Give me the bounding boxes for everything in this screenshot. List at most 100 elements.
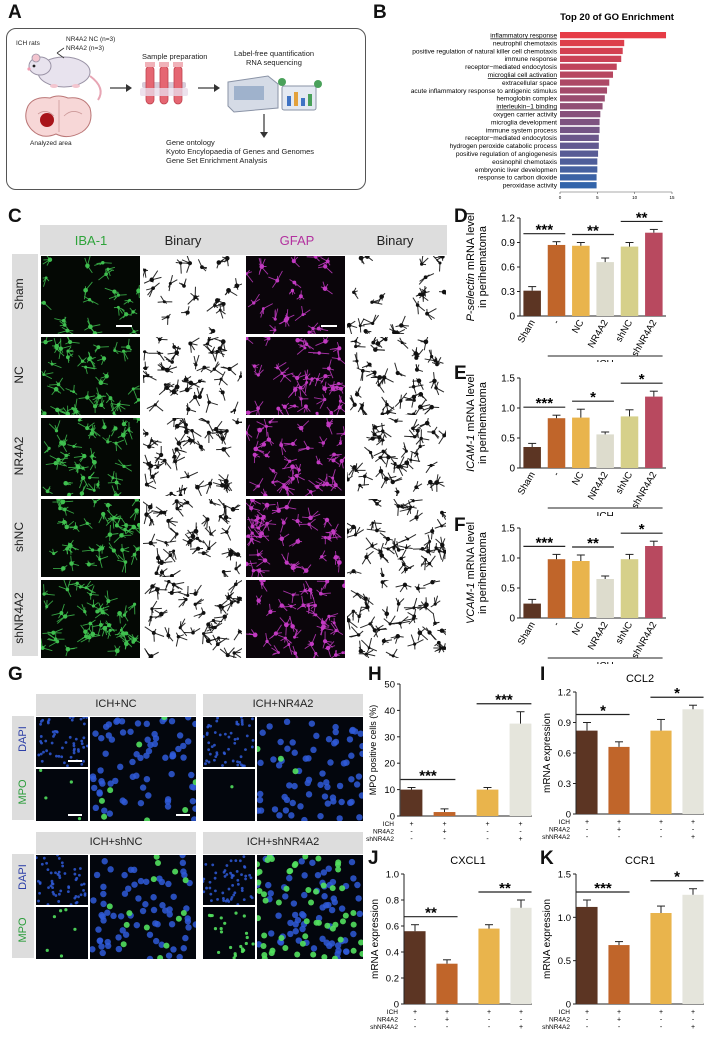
condition-label: shNR4A2 <box>370 1024 398 1031</box>
y-tick-label: 0.5 <box>558 956 571 967</box>
go-term-label: interleukin−1 binding <box>496 104 557 111</box>
condition-mark: - <box>586 834 589 841</box>
bar <box>650 730 672 814</box>
sig-stars: * <box>674 869 680 886</box>
kegg-label: Kyoto Encylopaedia of Genes and Genomes <box>166 147 315 156</box>
ich-shnr4a2-title: ICH+shNR4A2 <box>246 836 320 848</box>
bar <box>476 789 499 816</box>
go-x-tick-label: 15 <box>669 195 675 200</box>
condition-mark: - <box>519 829 522 836</box>
g-header-left-top <box>36 694 196 716</box>
row-label: Sham <box>12 278 26 310</box>
g-header-left-bottom <box>36 832 196 854</box>
condition-label: ICH <box>559 819 571 826</box>
y-tick-label: 1.5 <box>558 870 571 881</box>
arrow-icon <box>110 84 268 138</box>
sig-stars: * <box>639 371 645 388</box>
condition-mark: - <box>486 829 489 836</box>
go-bar <box>560 134 599 141</box>
condition-mark: - <box>446 1024 449 1031</box>
y-tick-label: 0.9 <box>558 718 571 729</box>
cell-texture <box>246 337 345 415</box>
go-bar <box>560 39 625 47</box>
cell-texture <box>203 717 255 767</box>
binary-image <box>347 499 446 577</box>
cell-texture <box>143 418 242 496</box>
go-chart-title: Top 20 of GO Enrichment <box>560 12 675 23</box>
mpo-image <box>36 907 88 959</box>
mpo-image <box>203 907 255 959</box>
y-axis-label: VCAM-1 mRNA level <box>465 522 477 624</box>
binary-image <box>347 337 446 415</box>
cell-texture <box>347 418 446 496</box>
lfq-label: Label-free quantification <box>234 49 315 58</box>
condition-mark: + <box>585 819 589 826</box>
brain-section-icon <box>25 95 92 138</box>
y-tick-label: 0.6 <box>386 922 399 933</box>
cell-texture <box>90 717 196 821</box>
condition-label: NR4A2 <box>549 1017 570 1024</box>
y-axis-gene: P-selectin <box>465 273 477 321</box>
sig-stars: *** <box>419 767 437 784</box>
g-header-right-bottom <box>203 832 363 854</box>
bar <box>596 579 614 618</box>
y-tick-label: 1.5 <box>501 374 515 385</box>
cell-texture <box>203 855 254 905</box>
cell-texture <box>347 580 446 658</box>
condition-label: shNR4A2 <box>542 834 570 841</box>
panel-label-b: B <box>373 2 387 23</box>
cell-texture <box>246 580 345 658</box>
dapi-image <box>203 717 255 767</box>
go-term-label: positive regulation of natural killer ce… <box>412 48 557 55</box>
g-header-right-top <box>203 694 363 716</box>
panel-label-f: F <box>454 515 466 536</box>
bar <box>576 906 598 1004</box>
bar <box>620 559 639 618</box>
cell-texture <box>143 337 242 415</box>
condition-mark: - <box>660 827 663 834</box>
group-label: ICH <box>597 359 614 362</box>
y-axis-label: in perihematoma <box>477 381 489 464</box>
condition-label: shNR4A2 <box>366 836 394 843</box>
go-bar <box>560 142 599 149</box>
go-bar <box>560 32 667 39</box>
y-tick-label: 1.0 <box>501 404 515 415</box>
go-bar <box>560 71 614 78</box>
condition-mark: - <box>414 1017 417 1024</box>
go-term-label: eosinophil chemotaxis <box>492 159 558 166</box>
y-tick-label: 0 <box>509 614 515 625</box>
row-label: NR4A2 <box>12 436 26 476</box>
y-axis-gene: VCAM-1 <box>465 582 477 624</box>
gfap-image <box>246 580 345 658</box>
condition-mark: - <box>660 1024 663 1031</box>
condition-mark: - <box>618 834 621 841</box>
y-tick-label: 1.5 <box>501 524 515 535</box>
go-term-label: hydrogen peroxide catabolic process <box>450 143 558 150</box>
condition-mark: + <box>585 1009 589 1016</box>
go-term-label: immune response <box>505 56 558 63</box>
condition-mark: + <box>442 829 446 836</box>
x-tick-label: Sham <box>516 470 538 497</box>
gfap-image <box>246 499 345 577</box>
cell-texture <box>143 499 242 577</box>
panel-label-j: J <box>368 848 379 869</box>
merge-image <box>90 717 196 821</box>
iba1-image <box>41 580 140 658</box>
sequencer-icon <box>227 75 322 113</box>
bar <box>433 812 456 816</box>
go-bar <box>560 111 601 118</box>
test-tubes-icon <box>140 62 188 105</box>
cell-texture <box>246 499 342 577</box>
cell-texture <box>90 855 196 959</box>
condition-mark: - <box>488 1017 491 1024</box>
x-tick-label: NR4A2 <box>586 620 611 652</box>
x-tick-label: shNC <box>614 470 635 496</box>
condition-mark: - <box>586 1017 589 1024</box>
condition-mark: + <box>409 821 413 828</box>
y-tick-label: 1.0 <box>501 554 515 565</box>
condition-label: shNR4A2 <box>542 1024 570 1031</box>
cell-texture <box>48 499 140 573</box>
condition-mark: - <box>586 1024 589 1031</box>
